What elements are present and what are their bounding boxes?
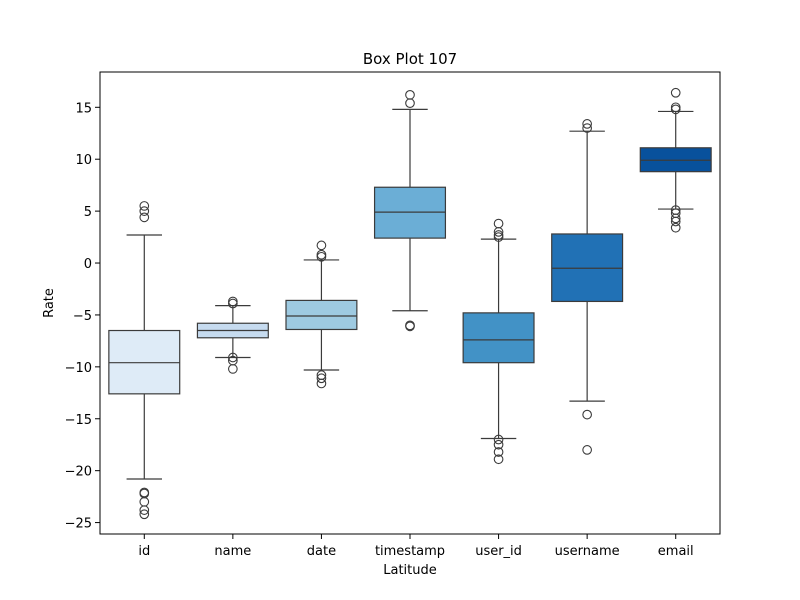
box-username [551, 119, 624, 455]
box-user_id [462, 218, 535, 465]
outlier-point [670, 87, 681, 98]
y-tick-label: 5 [84, 205, 92, 220]
y-axis: −25 −20 −15 −10 −5 0 5 10 15 [65, 101, 100, 532]
x-tick-label: id [138, 544, 150, 559]
y-tick-label: −20 [65, 465, 92, 480]
y-tick-label: −15 [65, 413, 92, 428]
iqr-box [462, 312, 535, 364]
outlier-point [139, 509, 150, 520]
outlier-point [670, 222, 681, 233]
box-timestamp [373, 89, 447, 332]
outlier-point [582, 445, 592, 455]
outlier-point [405, 321, 415, 332]
outlier-point [139, 212, 150, 223]
outlier-point [493, 447, 504, 457]
iqr-box [285, 299, 358, 331]
outlier-point [316, 240, 327, 251]
outlier-point [493, 232, 504, 242]
outlier-point [139, 496, 150, 507]
outlier-point [582, 123, 592, 133]
box-id [108, 201, 181, 520]
x-tick-label: date [307, 544, 336, 559]
outlier-point [493, 434, 504, 445]
y-tick-label: 0 [84, 257, 92, 272]
outlier-point [582, 409, 592, 420]
x-tick-label: name [214, 544, 251, 559]
outlier-point [582, 119, 592, 129]
outlier-point [228, 364, 238, 374]
outlier-point [493, 454, 504, 465]
outlier-point [316, 378, 327, 389]
outlier-point [670, 104, 681, 115]
y-tick-label: 15 [75, 101, 92, 116]
x-tick-label: username [555, 544, 620, 559]
outlier-point [670, 213, 681, 224]
x-axis-label: Latitude [383, 563, 437, 578]
outlier-point [316, 249, 327, 260]
outlier-point [493, 439, 504, 450]
outlier-point [316, 251, 327, 262]
box-email [639, 87, 712, 233]
outlier-point [228, 298, 238, 309]
plot-frame [99, 71, 721, 535]
outlier-point [139, 206, 150, 216]
y-tick-label: −5 [73, 309, 92, 324]
y-tick-label: −25 [65, 517, 92, 532]
x-tick-label: user_id [475, 544, 522, 559]
outlier-point [139, 201, 150, 211]
box-name [196, 296, 269, 374]
outlier-point [493, 227, 504, 237]
plot-layer [108, 87, 712, 520]
y-tick-label: −10 [65, 361, 92, 376]
y-axis-label: Rate [42, 288, 57, 318]
x-tick-label: email [658, 544, 694, 559]
outlier-point [228, 352, 238, 363]
x-tick-label: timestamp [375, 544, 445, 559]
box-date [285, 240, 358, 389]
outlier-point [493, 218, 504, 229]
x-axis: id name date timestamp user_id username email [138, 534, 694, 559]
outlier-point [405, 98, 415, 108]
y-tick-label: 10 [75, 153, 92, 168]
outlier-point [228, 296, 238, 307]
outlier-point [316, 373, 327, 384]
chart-title: Box Plot 107 [363, 50, 457, 68]
outlier-point [670, 216, 681, 227]
outlier-point [405, 89, 415, 100]
outlier-point [670, 102, 681, 113]
outlier-point [139, 505, 150, 515]
